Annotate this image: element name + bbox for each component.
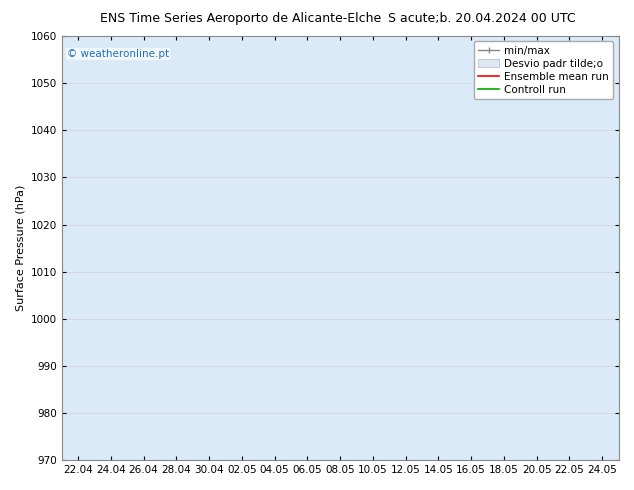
Bar [521, 36, 586, 460]
Bar [389, 36, 455, 460]
Bar [127, 36, 193, 460]
Bar [61, 36, 127, 460]
Text: © weatheronline.pt: © weatheronline.pt [67, 49, 169, 59]
Text: S acute;b. 20.04.2024 00 UTC: S acute;b. 20.04.2024 00 UTC [388, 12, 576, 25]
Bar [193, 36, 258, 460]
Bar [455, 36, 521, 460]
Text: ENS Time Series Aeroporto de Alicante-Elche: ENS Time Series Aeroporto de Alicante-El… [100, 12, 382, 25]
Bar [324, 36, 389, 460]
Y-axis label: Surface Pressure (hPa): Surface Pressure (hPa) [15, 185, 25, 311]
Legend: min/max, Desvio padr tilde;o, Ensemble mean run, Controll run: min/max, Desvio padr tilde;o, Ensemble m… [474, 41, 613, 99]
Bar [586, 36, 634, 460]
Bar [258, 36, 324, 460]
